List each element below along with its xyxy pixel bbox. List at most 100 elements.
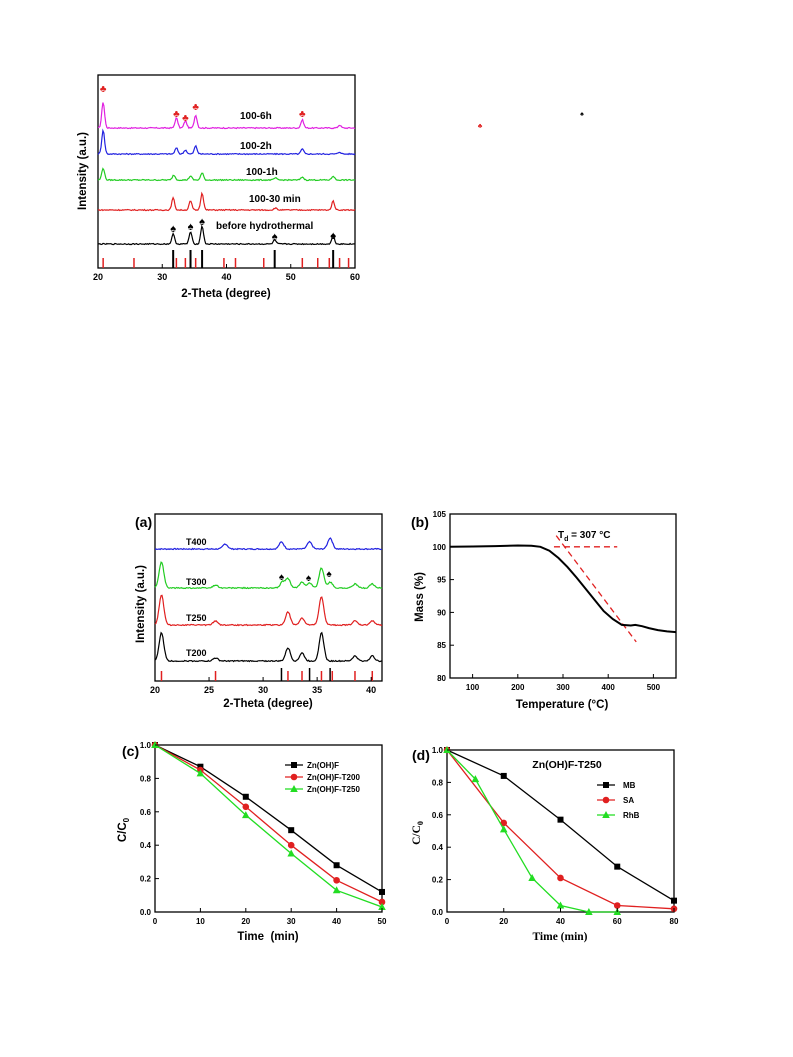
c-series-1-point (333, 876, 340, 884)
a-series-0-line (154, 537, 383, 551)
b-xtick-label: 100 (466, 683, 480, 692)
top-club-marker: ♣ (299, 109, 306, 120)
top-series-2-line (97, 167, 356, 182)
d-series-2-point (556, 901, 565, 909)
c-series-1-point (242, 803, 250, 811)
c-ytick-label: 0.6 (140, 808, 152, 817)
a-plot-frame (154, 513, 383, 682)
d-legend-label-1: SA (623, 796, 634, 805)
d-legend-label-2: RhB (623, 811, 640, 820)
c-series-1-point (287, 841, 295, 849)
b-td-annotation: Td = 307 °C (558, 530, 610, 543)
top-xtick-label: 40 (221, 272, 231, 282)
b-ytick-label: 95 (437, 576, 446, 585)
c-ytick-label: 0.0 (140, 908, 152, 917)
panel-c-kinetics-chart: Zn(OH)F Zn(OH)F-T200 Zn(OH)F-T250 0 10 20 30 40… (117, 741, 387, 943)
a-series-3-line (154, 631, 383, 663)
c-series-1-line (154, 744, 383, 903)
d-series-0-point (557, 816, 564, 823)
c-series-0-point (333, 862, 340, 869)
d-ytick-label: 0.4 (432, 843, 444, 852)
c-legend-marker-0 (291, 762, 297, 768)
c-series-2-point (242, 811, 250, 819)
top-series-3-label: 100-30 min (249, 194, 301, 205)
c-series-0-point (242, 793, 249, 800)
td-value: = 307 °C (568, 530, 610, 541)
d-xtick-label: 60 (613, 917, 622, 926)
a-series-1-label: T300 (186, 577, 207, 587)
c-y-title-main: C/C (117, 822, 129, 842)
d-series-1-line (446, 749, 675, 910)
c-xtick-label: 20 (241, 917, 250, 926)
td-subscript: d (564, 536, 568, 543)
top-plot-frame (97, 74, 356, 269)
d-xtick-label: 0 (445, 917, 450, 926)
d-legend-marker-1 (602, 796, 610, 804)
c-y-title-sub: 0 (122, 817, 131, 822)
top-series-0-label: 100-6h (240, 111, 272, 122)
d-x-axis-title: Time (min) (532, 931, 587, 943)
c-legend-marker-2 (290, 785, 298, 792)
d-series-0-point (614, 863, 621, 870)
stray-spade-mark: ♠ (580, 111, 584, 118)
top-spade-marker: ♠ (170, 223, 176, 235)
b-xtick-label: 400 (602, 683, 616, 692)
c-xtick-label: 10 (196, 917, 205, 926)
c-legend-marker-1 (290, 773, 298, 781)
d-plot-frame (446, 749, 675, 913)
top-series-2-label: 100-1h (246, 167, 278, 178)
b-ytick-label: 85 (437, 641, 446, 650)
top-spade-marker: ♠ (188, 221, 194, 233)
b-x-axis-title: Temperature (°C) (516, 699, 609, 711)
c-series-2-line (154, 744, 383, 908)
d-series-0-point (671, 897, 677, 904)
top-club-marker: ♣ (192, 102, 199, 113)
d-ytick-label: 0.6 (432, 811, 444, 820)
d-series-2-point (585, 908, 593, 915)
panel-b-tga-chart: 100 200 300 400 500 80 85 90 95 100 105 Td = 307 °C… (411, 510, 677, 711)
top-series-1-label: 100-2h (240, 141, 272, 152)
d-y-axis-title: C/C0 (411, 821, 425, 845)
a-x-axis-title: 2-Theta (degree) (223, 698, 313, 710)
d-ytick-label: 0.8 (432, 778, 444, 787)
b-xtick-label: 200 (511, 683, 525, 692)
top-xtick-label: 50 (286, 272, 296, 282)
d-series-1-point (557, 874, 564, 882)
a-spade-marker: ♠ (279, 572, 285, 583)
c-plot-frame (154, 744, 383, 913)
c-series-0-point (379, 888, 385, 895)
c-series-0-point (288, 827, 295, 834)
c-ytick-label: 0.2 (140, 875, 152, 884)
panel-d-kinetics-chart: MB SA RhB 0 20 40 60 80 0.0 0.2 0.4 0.6 0.8 1.0(d) Zn(… (411, 746, 679, 943)
top-club-marker: ♣ (173, 109, 180, 120)
d-series-1-point (613, 902, 621, 909)
stray-club-mark: ♣ (478, 123, 483, 130)
a-y-axis-title: Intensity (a.u.) (135, 565, 147, 643)
d-ytick-label: 1.0 (432, 746, 444, 755)
d-y-title-sub: 0 (416, 821, 425, 825)
top-xtick-label: 30 (157, 272, 167, 282)
a-series-3-label: T200 (186, 648, 207, 658)
a-xtick-label: 40 (366, 685, 376, 695)
b-mass-curve (449, 544, 677, 634)
top-series-4-line (97, 224, 356, 246)
c-series-0-line (154, 744, 383, 893)
top-spade-marker: ♠ (330, 230, 336, 242)
c-series-0-point (197, 763, 204, 770)
c-ytick-label: 0.4 (140, 841, 152, 850)
d-legend-marker-2 (602, 811, 610, 818)
c-ytick-label: 0.8 (140, 774, 152, 783)
top-spade-marker: ♠ (199, 216, 205, 228)
d-ytick-label: 0.0 (432, 908, 444, 917)
a-series-1-line (154, 561, 383, 590)
a-xtick-label: 35 (312, 685, 322, 695)
top-xtick-label: 20 (93, 272, 103, 282)
d-series-1-point (500, 819, 508, 827)
d-series-2-point (471, 775, 480, 783)
c-legend-label-1: Zn(OH)F-T200 (307, 773, 360, 782)
a-series-2-line (154, 594, 383, 627)
top-series-1-line (97, 128, 356, 156)
c-series-2-point (378, 902, 386, 910)
d-series-2-line (446, 749, 618, 913)
